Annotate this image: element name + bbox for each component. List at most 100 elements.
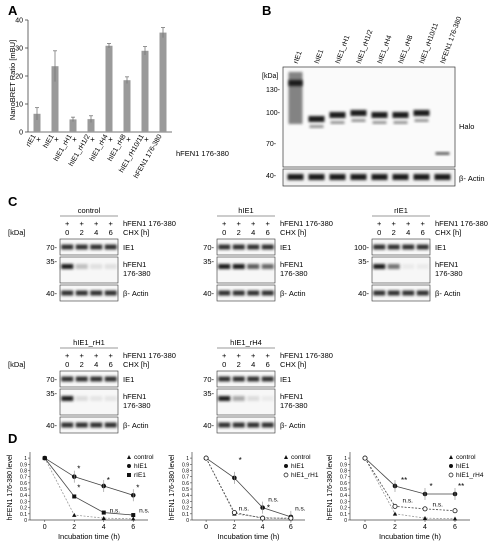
- time-label: 6: [109, 228, 113, 237]
- y-tick-label: 0: [186, 518, 189, 524]
- line-chart: hFEN1 176-380 level00.10.20.30.40.50.60.…: [7, 452, 154, 541]
- time-label: 2: [237, 228, 241, 237]
- time-label: 0: [65, 360, 69, 369]
- marker-40: 40-: [266, 173, 277, 180]
- legend-marker: [449, 455, 453, 459]
- membrane: [216, 388, 276, 416]
- legend-label: hIE1_rH1: [291, 472, 319, 479]
- time-label: 2: [80, 228, 84, 237]
- y-tick-label: 0.8: [182, 468, 189, 474]
- membrane: [216, 370, 276, 388]
- fen-band: [232, 264, 245, 269]
- row-label-fen: hFEN1 176-380: [280, 351, 333, 360]
- actin-band: [75, 422, 88, 428]
- halo-band: [392, 112, 409, 118]
- panel-label-b: B: [262, 3, 271, 18]
- plus-sign: +: [108, 135, 113, 144]
- data-point: [392, 511, 398, 516]
- significance-label: *: [107, 476, 110, 485]
- row-label: β- Actin: [123, 289, 149, 298]
- y-tick-label: 0.5: [182, 487, 189, 493]
- marker-label: 70-: [203, 375, 214, 384]
- significance-label: n.s.: [268, 496, 279, 503]
- actin-band: [61, 290, 74, 296]
- lane-label: hIE1_rH1: [335, 34, 352, 64]
- marker-label: 40-: [358, 289, 369, 298]
- membrane: [371, 238, 431, 256]
- actin-band: [247, 290, 260, 296]
- marker-label: 100-: [354, 243, 370, 252]
- legend-marker: [284, 464, 288, 468]
- significance-label: n.s.: [110, 508, 121, 515]
- data-point: [231, 510, 237, 516]
- row-label: 176-380: [123, 401, 151, 410]
- time-label: 6: [421, 228, 425, 237]
- series-line: [364, 457, 456, 512]
- y-axis-label: NanoBRET Ratio [mBU]: [8, 40, 17, 120]
- legend-label: hIE1_rH4: [456, 472, 484, 479]
- x-tick-label: 6: [131, 524, 135, 531]
- plus-sign: +: [126, 135, 131, 144]
- fen-band: [247, 396, 260, 401]
- blot-title: rIE1: [394, 206, 408, 215]
- significance-label: *: [239, 456, 242, 465]
- blot-title: control: [78, 206, 101, 215]
- plus-sign: +: [109, 351, 114, 360]
- halo-band-minor: [393, 121, 408, 124]
- ie1-band: [416, 244, 429, 250]
- actin-bands: [287, 174, 451, 180]
- membrane: [371, 284, 431, 302]
- actin-band: [413, 174, 430, 180]
- x-axis-label: Incubation time (h): [58, 532, 121, 541]
- bar: [123, 80, 131, 132]
- y-tick-label: 0.4: [340, 493, 347, 499]
- ie1-band: [104, 244, 117, 250]
- marker-label: 70-: [46, 375, 57, 384]
- x-tick-labels: rIE1+ hIE1+hIE1_rH1+hIE1_rH1/2+hIE1_rH4+h…: [25, 133, 164, 179]
- time-label: 4: [251, 360, 255, 369]
- actin-band: [387, 290, 400, 296]
- ie1-band: [90, 244, 103, 250]
- blot-title: hIE1_rH1: [73, 338, 105, 347]
- fen-band: [90, 396, 103, 401]
- legend-marker: [449, 464, 453, 468]
- series-line: [205, 457, 291, 520]
- ie1-band: [61, 244, 74, 250]
- plus-sign: +: [94, 219, 99, 228]
- actin-band: [247, 422, 260, 428]
- ie1-band: [373, 244, 386, 250]
- y-tick-label: 0.9: [340, 462, 347, 468]
- halo-band-smear: [288, 72, 303, 124]
- marker-label: 35-: [203, 257, 214, 266]
- blot-title: hIE1: [238, 206, 253, 215]
- marker-label: 70-: [46, 243, 57, 252]
- lane-label: hFEN1 176-380: [440, 16, 464, 65]
- y-tick-label: 0.2: [340, 506, 347, 512]
- legend-marker: [283, 472, 289, 478]
- panel-label-d: D: [8, 431, 17, 446]
- fen-band: [247, 264, 260, 269]
- bar: [105, 45, 113, 133]
- time-label: 2: [80, 360, 84, 369]
- kda-label: [kDa]: [8, 360, 26, 369]
- y-tick-label: 0.1: [340, 512, 347, 518]
- plus-sign: +: [392, 219, 397, 228]
- row-label: hFEN1: [123, 392, 146, 401]
- data-point: [422, 515, 428, 520]
- y-tick-label: 1: [186, 456, 189, 462]
- time-label: 4: [251, 228, 255, 237]
- plus-sign: +: [72, 135, 77, 144]
- y-tick-label: 0.1: [20, 512, 27, 518]
- halo-band-minor: [309, 125, 324, 128]
- fen-band: [232, 396, 245, 401]
- membrane: [216, 256, 276, 284]
- ie1-band: [61, 376, 74, 382]
- fen-band: [261, 264, 274, 269]
- blot-actin-membrane: [282, 168, 456, 187]
- y-tick-label: 0.9: [182, 462, 189, 468]
- significance-label: *: [77, 465, 80, 474]
- halo-band-minor: [372, 121, 387, 124]
